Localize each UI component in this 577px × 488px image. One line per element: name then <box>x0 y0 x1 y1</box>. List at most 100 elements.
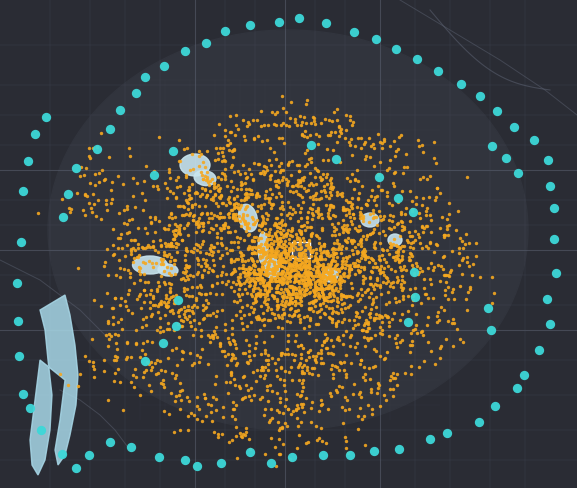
Point <box>226 368 235 376</box>
Point <box>298 131 307 139</box>
Point <box>316 277 325 285</box>
Point <box>147 363 156 370</box>
Point <box>279 301 288 309</box>
Point <box>268 266 277 274</box>
Point <box>226 255 235 263</box>
Point <box>410 227 419 235</box>
Point <box>261 266 271 274</box>
Point <box>313 292 323 300</box>
Point <box>187 283 196 291</box>
Point <box>294 376 304 384</box>
Point <box>241 193 250 201</box>
Point <box>359 140 369 148</box>
Point <box>305 223 314 231</box>
Point <box>371 303 380 311</box>
Point <box>549 235 559 243</box>
Point <box>283 160 293 167</box>
Point <box>263 289 272 297</box>
Point <box>406 348 415 356</box>
Point <box>368 206 377 214</box>
Point <box>344 228 353 236</box>
Point <box>250 280 260 287</box>
Point <box>340 433 350 441</box>
Point <box>343 261 352 268</box>
Point <box>328 146 338 154</box>
Point <box>132 340 141 348</box>
Point <box>402 204 411 212</box>
Point <box>184 183 193 191</box>
Point <box>251 244 260 251</box>
Point <box>334 243 343 251</box>
Point <box>346 265 355 273</box>
Point <box>304 244 313 251</box>
Point <box>151 216 160 224</box>
Point <box>311 281 320 288</box>
Point <box>271 229 280 237</box>
Point <box>140 368 149 376</box>
Point <box>398 310 407 318</box>
Point <box>80 352 89 360</box>
Point <box>392 299 401 306</box>
Point <box>361 288 370 296</box>
Point <box>289 288 298 296</box>
Point <box>319 170 328 178</box>
Point <box>392 220 402 227</box>
Point <box>230 203 239 211</box>
Point <box>352 203 361 211</box>
Point <box>309 117 319 124</box>
Point <box>324 269 333 277</box>
Point <box>389 182 399 190</box>
Point <box>231 199 241 206</box>
Point <box>542 295 551 303</box>
Point <box>366 267 376 275</box>
Point <box>418 228 428 236</box>
Point <box>194 261 203 268</box>
Point <box>355 390 364 398</box>
Point <box>194 223 203 231</box>
Point <box>173 173 182 181</box>
Point <box>230 287 239 295</box>
Point <box>331 286 340 294</box>
Point <box>259 247 268 255</box>
Point <box>260 283 269 290</box>
Point <box>368 363 377 371</box>
Point <box>259 276 268 284</box>
Point <box>283 288 293 296</box>
Point <box>237 303 246 311</box>
Point <box>171 193 180 201</box>
Point <box>160 239 170 247</box>
Point <box>80 190 89 198</box>
Point <box>467 271 477 279</box>
Point <box>276 122 286 129</box>
Point <box>389 278 398 285</box>
Point <box>260 200 269 207</box>
Point <box>336 305 345 313</box>
Point <box>271 263 280 271</box>
Point <box>147 358 156 366</box>
Point <box>184 211 193 219</box>
Point <box>346 202 355 209</box>
Point <box>245 263 254 271</box>
Point <box>304 267 313 275</box>
Point <box>216 459 226 467</box>
Point <box>213 181 223 189</box>
Point <box>285 115 294 122</box>
Point <box>286 256 295 264</box>
Point <box>397 222 406 230</box>
Point <box>181 210 190 218</box>
Point <box>293 363 302 371</box>
Point <box>250 218 260 226</box>
Point <box>332 105 342 113</box>
Point <box>241 220 250 227</box>
Point <box>332 308 341 316</box>
Point <box>396 283 406 290</box>
Point <box>376 239 385 246</box>
Point <box>250 134 259 142</box>
Point <box>231 267 240 275</box>
Point <box>268 309 277 317</box>
Point <box>329 292 339 300</box>
Point <box>139 205 148 213</box>
Point <box>271 245 280 253</box>
Point <box>167 253 176 261</box>
Point <box>206 224 215 232</box>
